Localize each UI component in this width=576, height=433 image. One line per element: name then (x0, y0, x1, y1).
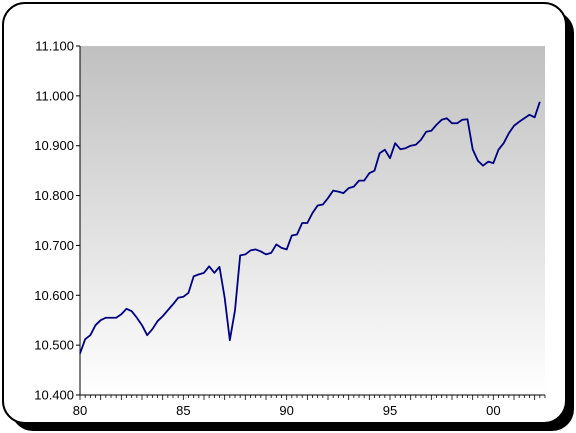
series-line (79, 101, 541, 354)
y-tick-label: 10.700 (34, 238, 74, 253)
x-tick-label: 00 (486, 403, 500, 418)
plot-area (80, 46, 545, 395)
y-tick-label: 10.800 (34, 188, 74, 203)
y-axis: 10.400 10.500 10.600 10.700 10.800 10.900 11.0… (34, 39, 81, 403)
y-tick-label: 11.100 (35, 39, 74, 54)
x-tick-label: 80 (73, 403, 87, 418)
y-tick-label: 10.900 (34, 138, 74, 153)
x-tick-label: 95 (383, 403, 397, 418)
x-tick-label: 90 (279, 403, 293, 418)
y-tick-label: 11.000 (35, 88, 74, 103)
y-tick-label: 10.600 (34, 288, 74, 303)
y-tick-label: 10.400 (34, 388, 74, 403)
series-layer (79, 101, 541, 354)
y-tick-label: 10.500 (34, 338, 74, 353)
x-axis: 80 85 90 95 00 (73, 394, 546, 418)
x-tick-label: 85 (176, 403, 190, 418)
